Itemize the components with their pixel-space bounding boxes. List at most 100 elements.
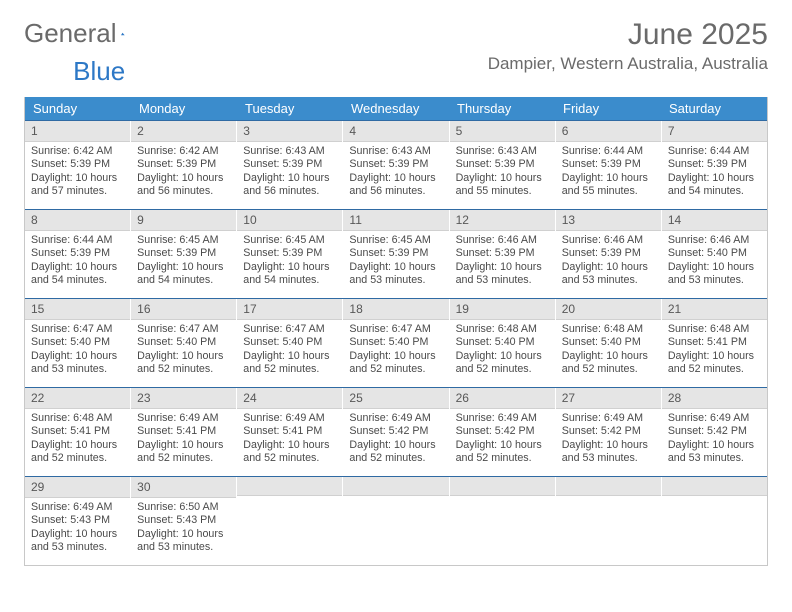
sunset-line: Sunset: 5:39 PM xyxy=(456,158,549,171)
date-number: 7 xyxy=(662,121,767,142)
daylight-line: Daylight: 10 hours and 54 minutes. xyxy=(243,261,336,288)
sunrise-line: Sunrise: 6:44 AM xyxy=(668,145,761,158)
calendar-day-cell: 19Sunrise: 6:48 AMSunset: 5:40 PMDayligh… xyxy=(450,299,556,387)
logo-word-1: General xyxy=(24,18,117,49)
day-of-week-header: Thursday xyxy=(449,97,555,120)
day-of-week-header: Monday xyxy=(131,97,237,120)
sunset-line: Sunset: 5:39 PM xyxy=(31,247,124,260)
sunrise-line: Sunrise: 6:45 AM xyxy=(243,234,336,247)
day-details: Sunrise: 6:46 AMSunset: 5:39 PMDaylight:… xyxy=(556,231,661,298)
sunrise-line: Sunrise: 6:49 AM xyxy=(137,412,230,425)
day-of-week-header-row: SundayMondayTuesdayWednesdayThursdayFrid… xyxy=(25,97,767,120)
sunrise-line: Sunrise: 6:49 AM xyxy=(31,501,124,514)
calendar-day-cell: 14Sunrise: 6:46 AMSunset: 5:40 PMDayligh… xyxy=(662,210,767,298)
daylight-line: Daylight: 10 hours and 52 minutes. xyxy=(243,439,336,466)
daylight-line: Daylight: 10 hours and 53 minutes. xyxy=(668,439,761,466)
sunrise-line: Sunrise: 6:49 AM xyxy=(349,412,442,425)
daylight-line: Daylight: 10 hours and 52 minutes. xyxy=(137,350,230,377)
calendar-day-cell: 15Sunrise: 6:47 AMSunset: 5:40 PMDayligh… xyxy=(25,299,131,387)
sunrise-line: Sunrise: 6:47 AM xyxy=(31,323,124,336)
day-details: Sunrise: 6:48 AMSunset: 5:41 PMDaylight:… xyxy=(25,409,130,476)
sunrise-line: Sunrise: 6:43 AM xyxy=(456,145,549,158)
sunset-line: Sunset: 5:41 PM xyxy=(243,425,336,438)
daylight-line: Daylight: 10 hours and 55 minutes. xyxy=(456,172,549,199)
date-number xyxy=(343,477,448,496)
date-number xyxy=(556,477,661,496)
sunset-line: Sunset: 5:40 PM xyxy=(31,336,124,349)
sunrise-line: Sunrise: 6:47 AM xyxy=(349,323,442,336)
day-details: Sunrise: 6:49 AMSunset: 5:41 PMDaylight:… xyxy=(237,409,342,476)
day-details: Sunrise: 6:50 AMSunset: 5:43 PMDaylight:… xyxy=(131,498,236,565)
day-details xyxy=(556,496,661,563)
sunrise-line: Sunrise: 6:49 AM xyxy=(562,412,655,425)
date-number: 28 xyxy=(662,388,767,409)
sunset-line: Sunset: 5:40 PM xyxy=(668,247,761,260)
day-details: Sunrise: 6:49 AMSunset: 5:42 PMDaylight:… xyxy=(662,409,767,476)
sunrise-line: Sunrise: 6:48 AM xyxy=(31,412,124,425)
logo: General xyxy=(24,18,149,49)
calendar-day-cell: 24Sunrise: 6:49 AMSunset: 5:41 PMDayligh… xyxy=(237,388,343,476)
date-number: 10 xyxy=(237,210,342,231)
date-number: 22 xyxy=(25,388,130,409)
day-details: Sunrise: 6:44 AMSunset: 5:39 PMDaylight:… xyxy=(556,142,661,209)
date-number: 23 xyxy=(131,388,236,409)
date-number: 13 xyxy=(556,210,661,231)
date-number: 25 xyxy=(343,388,448,409)
calendar-day-cell-empty xyxy=(556,477,662,565)
date-number: 18 xyxy=(343,299,448,320)
sunset-line: Sunset: 5:42 PM xyxy=(456,425,549,438)
calendar-day-cell: 20Sunrise: 6:48 AMSunset: 5:40 PMDayligh… xyxy=(556,299,662,387)
day-of-week-header: Sunday xyxy=(25,97,131,120)
sunset-line: Sunset: 5:42 PM xyxy=(349,425,442,438)
daylight-line: Daylight: 10 hours and 55 minutes. xyxy=(562,172,655,199)
date-number: 30 xyxy=(131,477,236,498)
sunrise-line: Sunrise: 6:47 AM xyxy=(137,323,230,336)
daylight-line: Daylight: 10 hours and 53 minutes. xyxy=(562,439,655,466)
daylight-line: Daylight: 10 hours and 52 minutes. xyxy=(456,350,549,377)
day-details: Sunrise: 6:49 AMSunset: 5:42 PMDaylight:… xyxy=(450,409,555,476)
sunrise-line: Sunrise: 6:45 AM xyxy=(137,234,230,247)
daylight-line: Daylight: 10 hours and 56 minutes. xyxy=(243,172,336,199)
calendar-day-cell-empty xyxy=(237,477,343,565)
calendar-day-cell: 25 Sunrise: 6:49 AMSunset: 5:42 PMDayligh… xyxy=(343,388,449,476)
daylight-line: Daylight: 10 hours and 53 minutes. xyxy=(562,261,655,288)
day-details xyxy=(450,496,555,563)
calendar-day-cell: 6Sunrise: 6:44 AMSunset: 5:39 PMDaylight… xyxy=(556,121,662,209)
daylight-line: Daylight: 10 hours and 52 minutes. xyxy=(349,439,442,466)
day-details: Sunrise: 6:44 AMSunset: 5:39 PMDaylight:… xyxy=(25,231,130,298)
day-details: Sunrise: 6:46 AMSunset: 5:39 PMDaylight:… xyxy=(450,231,555,298)
day-details: Sunrise: 6:47 AMSunset: 5:40 PMDaylight:… xyxy=(237,320,342,387)
date-number: 12 xyxy=(450,210,555,231)
sunrise-line: Sunrise: 6:44 AM xyxy=(562,145,655,158)
sunset-line: Sunset: 5:39 PM xyxy=(456,247,549,260)
title-block: June 2025 Dampier, Western Australia, Au… xyxy=(488,18,768,74)
sunset-line: Sunset: 5:39 PM xyxy=(243,247,336,260)
daylight-line: Daylight: 10 hours and 52 minutes. xyxy=(349,350,442,377)
daylight-line: Daylight: 10 hours and 53 minutes. xyxy=(31,350,124,377)
sunset-line: Sunset: 5:39 PM xyxy=(349,247,442,260)
calendar-day-cell: 17Sunrise: 6:47 AMSunset: 5:40 PMDayligh… xyxy=(237,299,343,387)
daylight-line: Daylight: 10 hours and 53 minutes. xyxy=(349,261,442,288)
sunrise-line: Sunrise: 6:46 AM xyxy=(456,234,549,247)
day-details: Sunrise: 6:48 AMSunset: 5:40 PMDaylight:… xyxy=(450,320,555,387)
day-details: Sunrise: 6:43 AMSunset: 5:39 PMDaylight:… xyxy=(450,142,555,209)
sunrise-line: Sunrise: 6:49 AM xyxy=(668,412,761,425)
calendar-day-cell: 23Sunrise: 6:49 AMSunset: 5:41 PMDayligh… xyxy=(131,388,237,476)
daylight-line: Daylight: 10 hours and 56 minutes. xyxy=(137,172,230,199)
calendar-day-cell: 12Sunrise: 6:46 AMSunset: 5:39 PMDayligh… xyxy=(450,210,556,298)
logo-word-2: Blue xyxy=(73,56,125,87)
calendar-day-cell: 8Sunrise: 6:44 AMSunset: 5:39 PMDaylight… xyxy=(25,210,131,298)
daylight-line: Daylight: 10 hours and 52 minutes. xyxy=(137,439,230,466)
date-number: 19 xyxy=(450,299,555,320)
month-title: June 2025 xyxy=(488,18,768,52)
sunset-line: Sunset: 5:40 PM xyxy=(349,336,442,349)
day-details: Sunrise: 6:49 AMSunset: 5:41 PMDaylight:… xyxy=(131,409,236,476)
daylight-line: Daylight: 10 hours and 52 minutes. xyxy=(456,439,549,466)
sunrise-line: Sunrise: 6:48 AM xyxy=(562,323,655,336)
date-number: 4 xyxy=(343,121,448,142)
sunrise-line: Sunrise: 6:48 AM xyxy=(668,323,761,336)
calendar-day-cell: 18 Sunrise: 6:47 AMSunset: 5:40 PMDayligh… xyxy=(343,299,449,387)
daylight-line: Daylight: 10 hours and 52 minutes. xyxy=(668,350,761,377)
location-subtitle: Dampier, Western Australia, Australia xyxy=(488,54,768,74)
date-number: 5 xyxy=(450,121,555,142)
